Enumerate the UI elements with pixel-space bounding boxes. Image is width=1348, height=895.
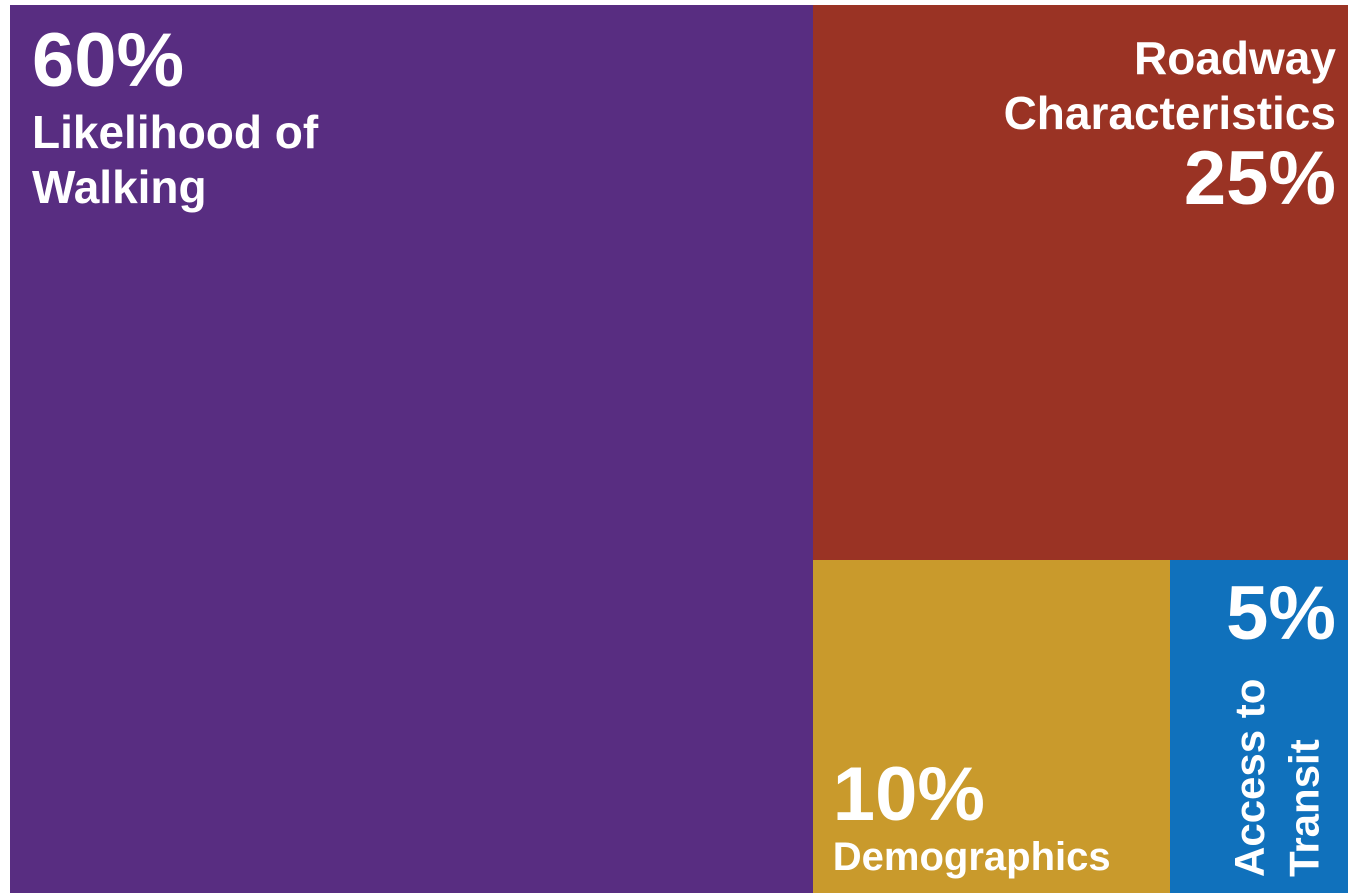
value-label: 10% [832,752,985,837]
tile: 60% Likelihood of Walking [10,5,813,893]
value-label: 5% [1226,571,1336,656]
tile: 5% Access to Transit [1169,560,1348,893]
value-label: 25% [1183,136,1336,222]
tile: 25% Roadway Characteristics [812,5,1348,560]
category-label: Roadway Characteristics [1003,32,1336,140]
value-label: 60% [32,18,185,103]
tile: 10% Demographics [812,560,1170,893]
category-label: Demographics [832,835,1111,879]
category-label: Likelihood of Walking [32,106,319,214]
category-label: Access to Transit [1225,678,1328,877]
